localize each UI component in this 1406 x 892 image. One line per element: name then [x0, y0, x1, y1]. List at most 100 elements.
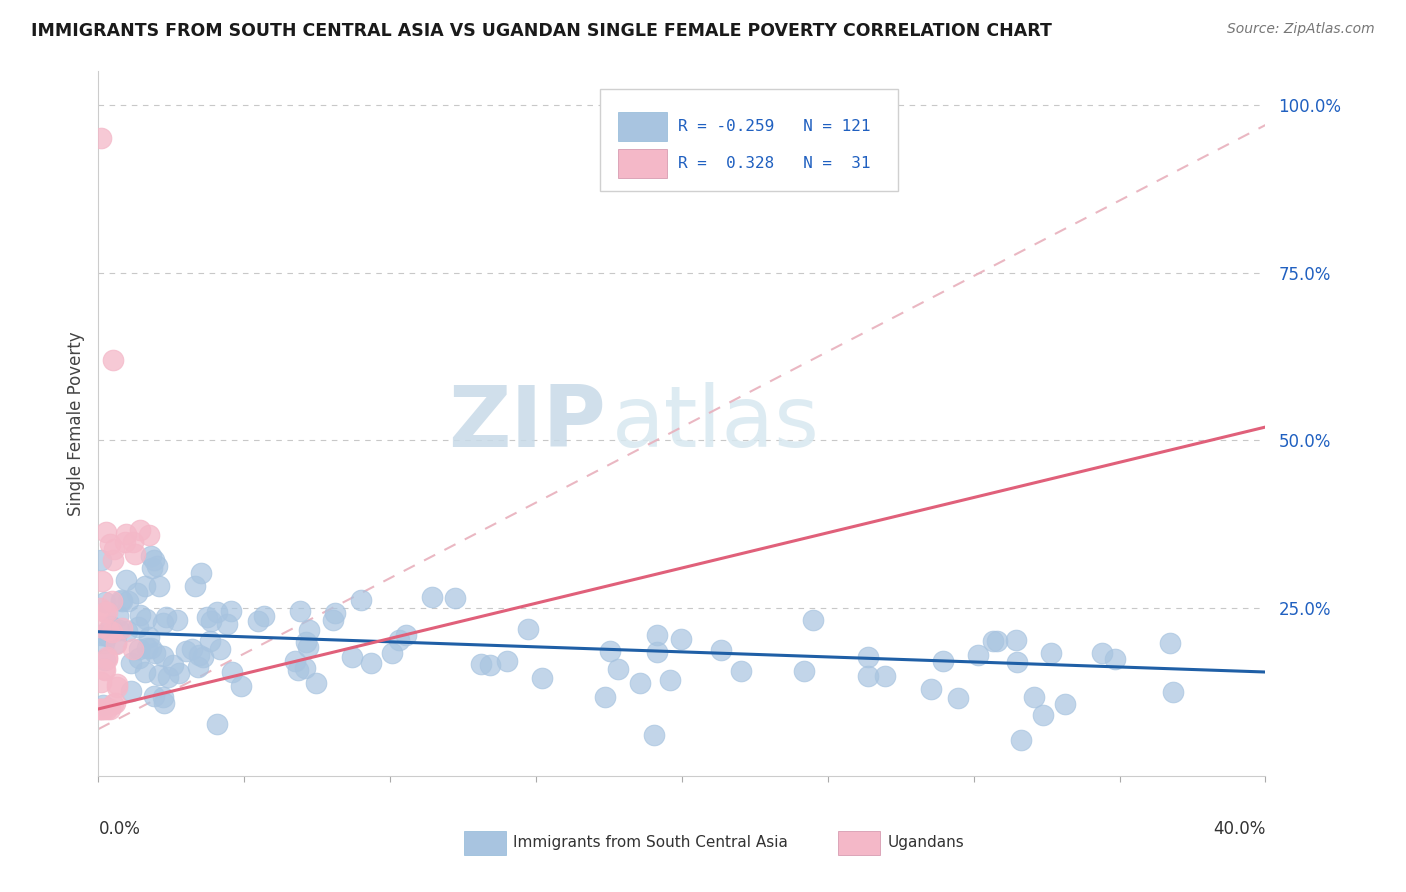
Point	[93, 663, 115, 677]
Point	[89, 619, 111, 633]
Point	[90, 675, 112, 690]
Point	[114, 527, 136, 541]
Point	[94, 595, 117, 609]
Point	[105, 637, 128, 651]
Point	[114, 535, 136, 549]
FancyBboxPatch shape	[464, 831, 506, 855]
Point	[630, 675, 652, 690]
Point	[252, 609, 274, 624]
Text: R = -0.259   N = 121: R = -0.259 N = 121	[679, 119, 870, 134]
Point	[284, 654, 307, 668]
Point	[97, 623, 120, 637]
Point	[90, 552, 112, 566]
Point	[96, 629, 118, 643]
Point	[966, 648, 988, 663]
Point	[422, 590, 444, 604]
Point	[141, 560, 163, 574]
Point	[90, 628, 112, 642]
FancyBboxPatch shape	[617, 149, 666, 178]
Text: 40.0%: 40.0%	[1213, 820, 1265, 838]
Point	[184, 579, 207, 593]
Point	[659, 673, 682, 687]
Point	[141, 640, 163, 655]
Point	[1160, 636, 1182, 650]
Point	[98, 537, 121, 551]
Point	[215, 617, 238, 632]
Point	[645, 645, 668, 659]
Point	[1163, 685, 1185, 699]
Point	[208, 641, 231, 656]
Point	[986, 634, 1008, 648]
Point	[388, 632, 411, 647]
Point	[134, 665, 156, 679]
Point	[593, 690, 616, 704]
Point	[856, 668, 879, 682]
Point	[117, 594, 139, 608]
Point	[139, 549, 162, 564]
Point	[294, 634, 316, 648]
Point	[531, 671, 554, 685]
Text: atlas: atlas	[612, 382, 820, 466]
Point	[1005, 633, 1028, 648]
Point	[322, 613, 344, 627]
Point	[101, 594, 124, 608]
Point	[801, 614, 824, 628]
Point	[110, 592, 132, 607]
Point	[122, 641, 145, 656]
Text: Ugandans: Ugandans	[887, 836, 965, 850]
Point	[229, 679, 252, 693]
Point	[105, 680, 128, 694]
Point	[93, 702, 115, 716]
Point	[325, 606, 347, 620]
Point	[156, 669, 179, 683]
Point	[669, 632, 692, 646]
Point	[342, 650, 364, 665]
Point	[1010, 733, 1032, 747]
Point	[135, 612, 157, 626]
Text: IMMIGRANTS FROM SOUTH CENTRAL ASIA VS UGANDAN SINGLE FEMALE POVERTY CORRELATION : IMMIGRANTS FROM SOUTH CENTRAL ASIA VS UG…	[31, 22, 1052, 40]
Text: R =  0.328   N =  31: R = 0.328 N = 31	[679, 156, 870, 171]
Point	[219, 604, 242, 618]
Point	[136, 640, 159, 655]
Point	[98, 702, 121, 716]
Point	[111, 593, 134, 607]
Point	[297, 640, 319, 654]
Point	[195, 610, 218, 624]
Point	[129, 607, 152, 622]
Point	[1024, 690, 1046, 705]
FancyBboxPatch shape	[600, 89, 898, 191]
Point	[444, 591, 467, 606]
Point	[103, 698, 125, 712]
Point	[187, 659, 209, 673]
Point	[288, 604, 311, 618]
Point	[120, 684, 142, 698]
Point	[103, 542, 125, 557]
Point	[1054, 698, 1077, 712]
Point	[96, 650, 118, 665]
Point	[127, 620, 149, 634]
Point	[101, 552, 124, 566]
Point	[167, 666, 190, 681]
Point	[181, 642, 204, 657]
Point	[89, 702, 111, 716]
Point	[710, 642, 733, 657]
Point	[191, 649, 214, 664]
Point	[730, 664, 752, 678]
Point	[93, 662, 115, 676]
Point	[128, 651, 150, 665]
Point	[148, 579, 170, 593]
Text: Source: ZipAtlas.com: Source: ZipAtlas.com	[1227, 22, 1375, 37]
Point	[94, 653, 117, 667]
Point	[152, 648, 174, 663]
Point	[166, 613, 188, 627]
Point	[516, 622, 538, 636]
Point	[205, 605, 228, 619]
Text: Immigrants from South Central Asia: Immigrants from South Central Asia	[513, 836, 787, 850]
Point	[96, 651, 118, 665]
Text: 0.0%: 0.0%	[98, 820, 141, 838]
Point	[152, 690, 174, 704]
Point	[142, 689, 165, 703]
Point	[599, 644, 621, 658]
Point	[932, 654, 955, 668]
Point	[162, 657, 184, 672]
